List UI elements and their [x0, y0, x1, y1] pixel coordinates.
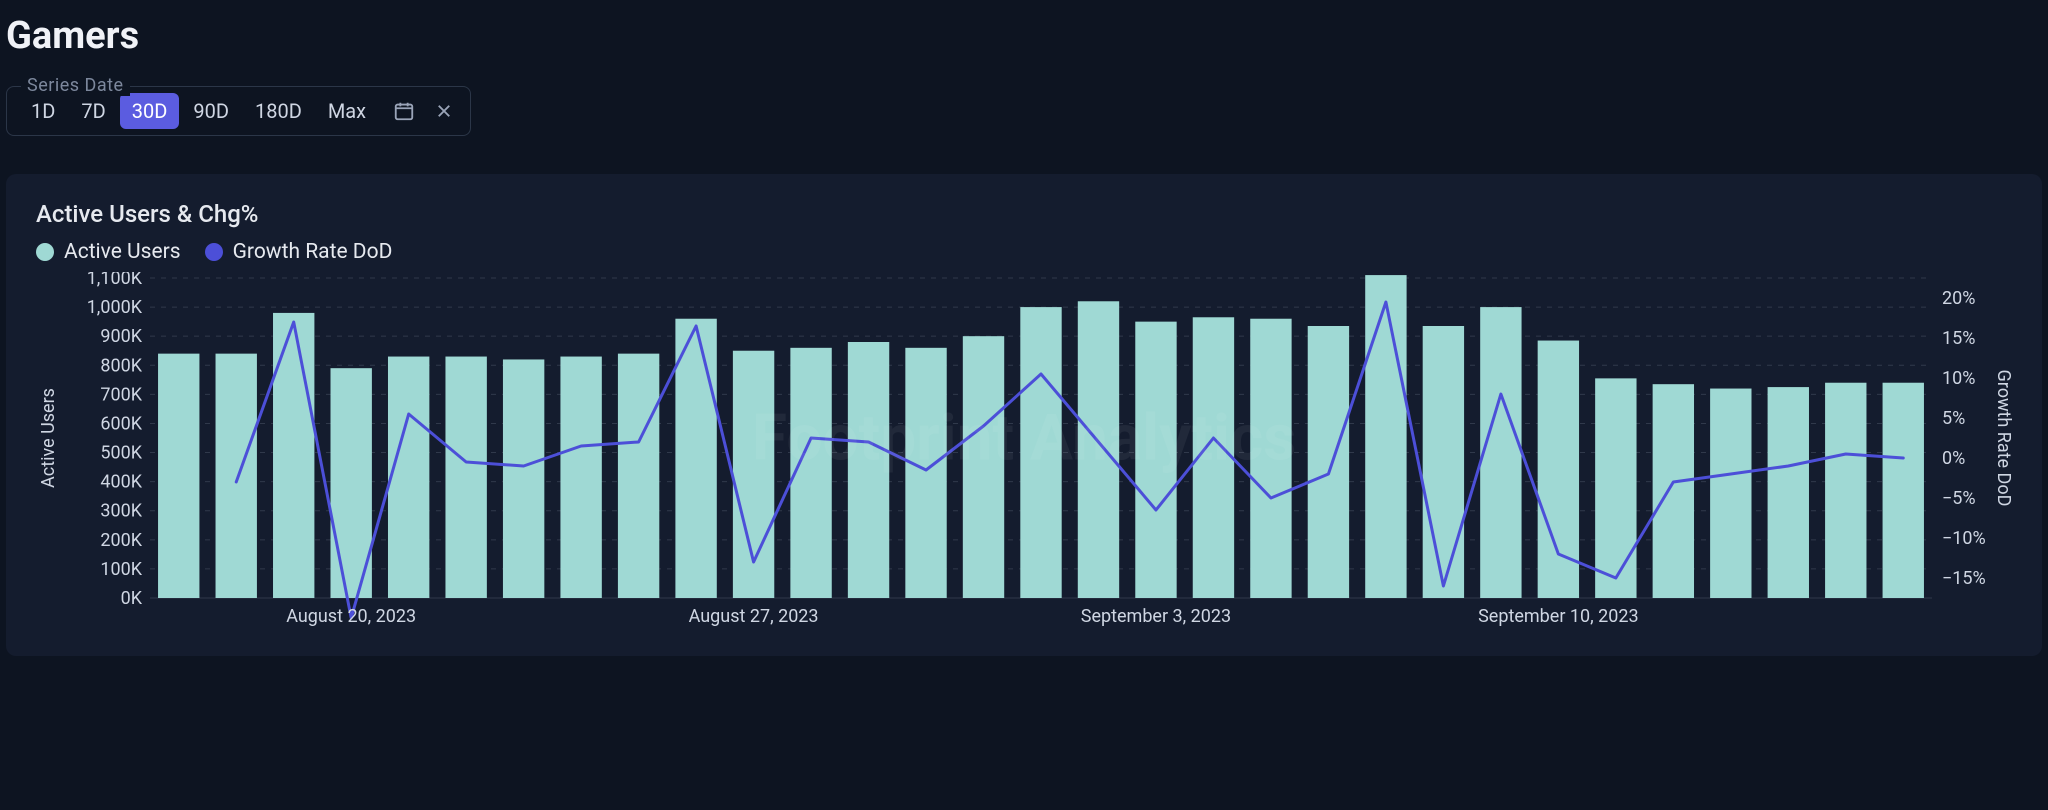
legend-label: Growth Rate DoD: [233, 240, 393, 264]
range-group-label: Series Date: [21, 75, 130, 96]
chart-card: Active Users & Chg% Active Users Growth …: [6, 174, 2042, 656]
bar[interactable]: [618, 354, 659, 598]
bar[interactable]: [273, 313, 314, 598]
bar[interactable]: [1653, 384, 1694, 598]
svg-text:20%: 20%: [1942, 288, 1975, 309]
svg-text:Active Users: Active Users: [38, 388, 59, 488]
svg-text:5%: 5%: [1942, 408, 1965, 429]
bar[interactable]: [560, 357, 601, 598]
svg-text:500K: 500K: [100, 443, 142, 464]
svg-text:August 20, 2023: August 20, 2023: [286, 606, 416, 627]
svg-text:700K: 700K: [100, 384, 142, 405]
svg-text:September 3, 2023: September 3, 2023: [1081, 606, 1231, 627]
bar[interactable]: [1883, 383, 1924, 598]
svg-text:200K: 200K: [100, 530, 142, 551]
svg-text:300K: 300K: [100, 501, 142, 522]
svg-text:−15%: −15%: [1942, 568, 1986, 589]
svg-text:400K: 400K: [100, 472, 142, 493]
svg-text:Growth Rate DoD: Growth Rate DoD: [1993, 370, 2012, 507]
svg-text:800K: 800K: [100, 355, 142, 376]
bar[interactable]: [1423, 326, 1464, 598]
chart-title: Active Users & Chg%: [36, 200, 2012, 228]
svg-text:September 10, 2023: September 10, 2023: [1478, 606, 1638, 627]
close-icon[interactable]: [430, 97, 458, 125]
svg-text:0K: 0K: [121, 588, 143, 609]
bar[interactable]: [1480, 307, 1521, 598]
bar[interactable]: [1020, 307, 1061, 598]
calendar-icon[interactable]: [390, 97, 418, 125]
range-option-7d[interactable]: 7D: [69, 93, 117, 129]
bar[interactable]: [1710, 389, 1751, 598]
legend-item-growth-rate[interactable]: Growth Rate DoD: [205, 240, 393, 264]
range-option-180d[interactable]: 180D: [243, 93, 314, 129]
bar[interactable]: [158, 354, 199, 598]
range-option-max[interactable]: Max: [316, 93, 378, 129]
bar[interactable]: [216, 354, 257, 598]
bar[interactable]: [790, 348, 831, 598]
svg-text:August 27, 2023: August 27, 2023: [689, 606, 819, 627]
bar[interactable]: [1595, 378, 1636, 598]
legend-label: Active Users: [64, 240, 181, 264]
bar[interactable]: [905, 348, 946, 598]
svg-text:10%: 10%: [1942, 368, 1975, 389]
bar[interactable]: [388, 357, 429, 598]
svg-text:100K: 100K: [100, 559, 142, 580]
svg-text:15%: 15%: [1942, 328, 1975, 349]
svg-text:600K: 600K: [100, 413, 142, 434]
bar[interactable]: [1250, 319, 1291, 598]
bar[interactable]: [963, 336, 1004, 598]
svg-text:0%: 0%: [1942, 448, 1965, 469]
chart-plot: Footprint Analytics 0K100K200K300K400K50…: [36, 272, 2012, 632]
chart-legend: Active Users Growth Rate DoD: [36, 240, 2012, 264]
bar[interactable]: [1825, 383, 1866, 598]
legend-item-active-users[interactable]: Active Users: [36, 240, 181, 264]
svg-text:900K: 900K: [100, 326, 142, 347]
bar[interactable]: [1365, 275, 1406, 598]
legend-swatch: [205, 243, 223, 261]
page-title: Gamers: [6, 14, 2042, 58]
bar[interactable]: [848, 342, 889, 598]
range-option-30d[interactable]: 30D: [120, 93, 180, 129]
svg-text:1,000K: 1,000K: [87, 297, 143, 318]
svg-text:1,100K: 1,100K: [87, 272, 143, 289]
bar[interactable]: [1768, 387, 1809, 598]
legend-swatch: [36, 243, 54, 261]
svg-text:−5%: −5%: [1942, 488, 1976, 509]
svg-text:−10%: −10%: [1942, 528, 1986, 549]
date-range-selector: Series Date 1D7D30D90D180DMax: [6, 86, 471, 136]
bar[interactable]: [1308, 326, 1349, 598]
bar[interactable]: [1078, 301, 1119, 598]
bar[interactable]: [445, 357, 486, 598]
range-option-90d[interactable]: 90D: [181, 93, 241, 129]
bar[interactable]: [1135, 322, 1176, 598]
range-option-1d[interactable]: 1D: [19, 93, 67, 129]
bar[interactable]: [503, 359, 544, 598]
bar[interactable]: [675, 319, 716, 598]
